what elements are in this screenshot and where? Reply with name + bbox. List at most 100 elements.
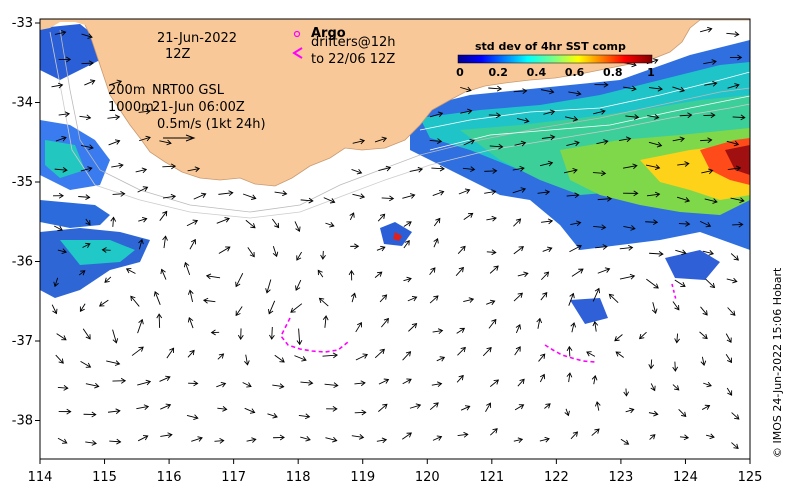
isobath-1000-label: 1000m — [108, 100, 154, 115]
current-arrow — [570, 220, 582, 227]
current-arrow — [160, 403, 172, 410]
current-arrow — [570, 322, 577, 333]
current-arrow — [429, 267, 436, 276]
current-arrow — [485, 402, 492, 413]
current-arrow — [82, 242, 91, 249]
current-arrow — [57, 437, 68, 444]
current-arrow — [700, 137, 713, 144]
current-arrow — [678, 409, 687, 418]
current-arrow — [729, 54, 743, 61]
y-tick-label: -38 — [12, 414, 33, 429]
current-arrow — [674, 333, 680, 344]
current-arrow — [732, 114, 746, 121]
current-arrow — [431, 165, 445, 172]
current-arrow — [625, 407, 635, 414]
current-arrow — [300, 379, 314, 386]
current-arrow — [429, 295, 439, 304]
current-arrow — [296, 251, 302, 261]
current-arrow — [402, 351, 412, 361]
current-arrow — [433, 217, 441, 227]
current-arrow — [456, 374, 464, 383]
current-arrow — [381, 195, 395, 202]
x-tick-label: 121 — [479, 470, 504, 485]
current-arrow — [162, 163, 177, 170]
current-arrow — [186, 219, 199, 227]
current-arrow — [486, 215, 497, 222]
current-arrow — [82, 328, 91, 340]
current-arrow — [294, 221, 301, 233]
current-arrow — [455, 266, 464, 277]
current-arrow — [537, 189, 551, 196]
current-arrow — [300, 435, 311, 442]
current-arrow — [349, 212, 355, 221]
current-arrow — [156, 313, 163, 328]
current-arrow — [623, 85, 637, 92]
current-arrow — [460, 405, 471, 411]
time-label: 12Z — [165, 47, 191, 62]
current-arrow — [568, 90, 582, 97]
current-arrow — [513, 88, 528, 94]
current-arrow — [622, 163, 638, 170]
x-tick-label: 122 — [544, 470, 569, 485]
current-arrow — [436, 356, 446, 362]
current-arrow — [320, 250, 326, 260]
current-arrow — [597, 196, 613, 202]
current-arrow — [676, 196, 691, 203]
current-arrow — [517, 271, 529, 278]
current-arrow — [58, 56, 72, 63]
current-arrow — [514, 140, 527, 147]
current-arrow — [700, 306, 708, 316]
current-arrow — [539, 373, 546, 383]
current-arrow — [325, 222, 335, 228]
current-arrow — [570, 431, 579, 440]
y-tick-label: -35 — [12, 175, 33, 190]
current-arrow — [324, 382, 339, 389]
current-arrow — [54, 30, 67, 36]
current-arrow — [727, 307, 736, 316]
current-arrow — [274, 354, 285, 363]
current-arrow — [218, 190, 234, 197]
current-arrow — [78, 194, 91, 200]
current-arrow — [104, 276, 112, 283]
current-arrow — [700, 356, 707, 366]
current-arrow — [80, 360, 92, 368]
current-arrow — [593, 224, 607, 231]
current-arrow — [432, 190, 445, 196]
current-arrow — [186, 414, 199, 421]
current-arrow — [608, 293, 619, 304]
current-arrow — [374, 271, 383, 278]
current-arrow — [237, 328, 244, 341]
current-arrow — [162, 235, 168, 249]
current-arrow — [138, 108, 151, 115]
current-arrow — [218, 246, 231, 254]
current-arrow — [322, 352, 338, 359]
current-arrow — [540, 88, 555, 95]
current-arrow — [429, 138, 443, 144]
current-arrow — [374, 136, 388, 143]
current-arrow — [265, 279, 272, 294]
current-arrow — [56, 333, 67, 341]
x-tick-label: 119 — [350, 470, 375, 485]
current-arrow — [726, 277, 738, 284]
current-arrow — [566, 372, 573, 383]
current-arrow — [705, 278, 716, 289]
x-tick-label: 125 — [738, 470, 763, 485]
current-arrow — [648, 359, 655, 370]
colorbar-tick-label: 0.8 — [603, 66, 623, 79]
current-arrow — [355, 353, 368, 361]
scale-arrow — [163, 134, 196, 142]
current-arrow — [675, 249, 687, 256]
current-arrow — [513, 292, 523, 302]
current-arrow — [55, 135, 67, 142]
current-arrow — [457, 245, 466, 254]
current-arrow — [350, 243, 360, 250]
current-arrow — [138, 135, 151, 142]
current-arrow — [542, 246, 553, 253]
current-arrow — [189, 238, 197, 250]
current-arrow — [109, 79, 123, 86]
colorbar-ticks: 0 0.2 0.4 0.6 0.8 1 — [456, 66, 655, 79]
current-arrow — [725, 353, 732, 364]
current-arrow — [112, 329, 119, 344]
current-arrow — [268, 300, 276, 315]
current-arrow — [272, 246, 279, 258]
